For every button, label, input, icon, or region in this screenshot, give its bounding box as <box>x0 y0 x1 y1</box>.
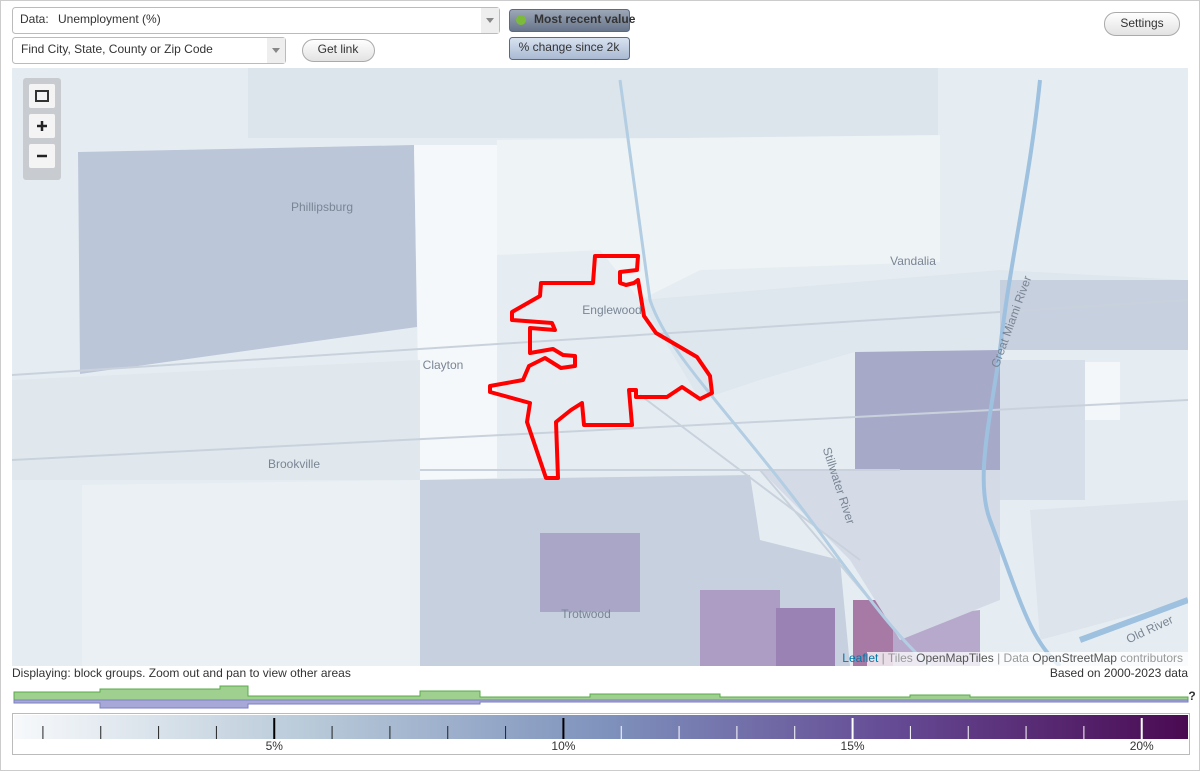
fullscreen-button[interactable] <box>29 84 55 108</box>
attribution-link[interactable]: Leaflet <box>842 651 879 665</box>
settings-label: Settings <box>1120 16 1163 30</box>
selected-area-outline <box>488 254 714 480</box>
place-label: Brookville <box>268 457 320 471</box>
place-label: Vandalia <box>890 254 936 268</box>
map[interactable]: Phillipsburg Englewood Clayton Vandalia … <box>12 68 1188 666</box>
based-on-text: Based on 2000-2023 data <box>1050 666 1188 680</box>
distribution-strip <box>13 685 1189 709</box>
most-recent-button[interactable]: Most recent value <box>509 9 636 32</box>
place-label: Englewood <box>582 303 641 317</box>
most-recent-label: Most recent value <box>534 12 636 26</box>
data-select[interactable]: Data: Unemployment (%) <box>12 7 500 34</box>
legend: 5% 10% 15% 20% <box>12 713 1190 755</box>
change-button[interactable]: % change since 2k <box>509 37 630 60</box>
place-label: Clayton <box>423 358 464 372</box>
zoom-controls <box>23 78 61 180</box>
attribution-text: Tiles <box>888 651 913 665</box>
search-placeholder: Find City, State, County or Zip Code <box>21 42 213 56</box>
legend-tick-label: 10% <box>551 739 575 753</box>
data-value: Unemployment (%) <box>58 12 161 26</box>
data-prefix: Data: <box>20 12 49 26</box>
attribution-link[interactable]: OpenStreetMap <box>1032 651 1117 665</box>
legend-tick-label: 5% <box>266 739 284 753</box>
settings-button[interactable]: Settings <box>1104 12 1180 36</box>
search-box[interactable]: Find City, State, County or Zip Code <box>12 37 286 64</box>
attribution: Leaflet | Tiles OpenMapTiles | Data Open… <box>842 651 1183 665</box>
legend-tick-label: 20% <box>1130 739 1154 753</box>
attribution-text: contributors <box>1120 651 1183 665</box>
get-link-label: Get link <box>318 42 360 56</box>
change-label: % change since 2k <box>519 40 621 54</box>
status-text: Displaying: block groups. Zoom out and p… <box>12 666 351 680</box>
attribution-text: Data <box>1004 651 1030 665</box>
get-link-button[interactable]: Get link <box>302 39 375 62</box>
attribution-link[interactable]: OpenMapTiles <box>916 651 994 665</box>
help-icon[interactable]: ? <box>1188 689 1195 703</box>
legend-tick-label: 15% <box>841 739 865 753</box>
place-label: Trotwood <box>561 607 611 621</box>
place-label: Phillipsburg <box>291 200 353 214</box>
